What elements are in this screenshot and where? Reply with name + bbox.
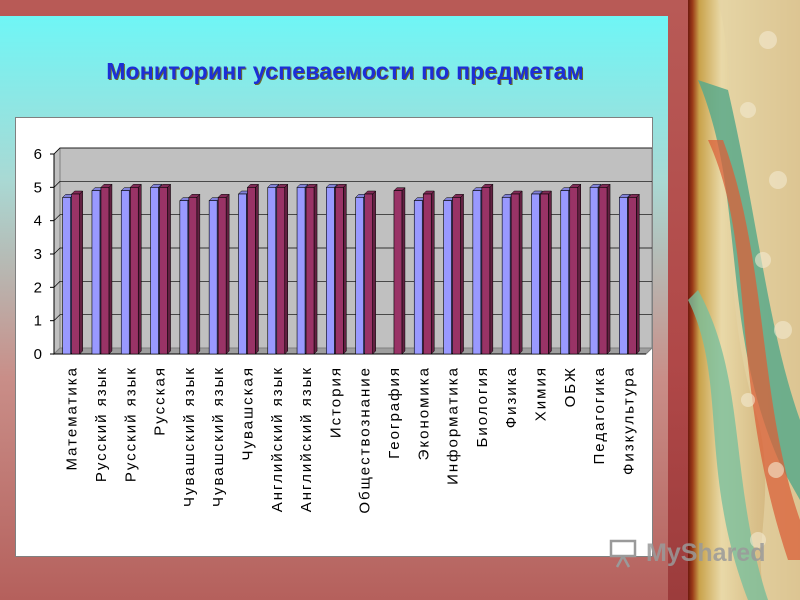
decorative-side-panel bbox=[688, 0, 800, 600]
bar-side bbox=[196, 193, 201, 355]
bar-series-2 bbox=[276, 187, 286, 355]
x-tick-label: Чувашский язык bbox=[181, 366, 198, 507]
bar-series-2 bbox=[569, 187, 579, 355]
bar-side bbox=[431, 190, 435, 355]
bar-side bbox=[606, 183, 611, 355]
bar-series-2 bbox=[481, 187, 491, 355]
x-tick-label: Русский язык bbox=[122, 366, 139, 482]
bar-series-2 bbox=[129, 187, 139, 355]
y-tick-label: 5 bbox=[34, 179, 42, 196]
x-tick-label: Экономика bbox=[415, 366, 432, 460]
bar-chart: 0 1 2 3 4 5 6 Математика Русский язык Русский язы… bbox=[34, 146, 654, 514]
bar-series-2 bbox=[393, 190, 403, 355]
watermark: MyShared bbox=[608, 538, 765, 568]
bar-side bbox=[460, 193, 464, 355]
x-tick-label: Обществознание bbox=[357, 366, 374, 514]
bar-series-2 bbox=[247, 187, 256, 355]
x-tick-label: Информатика bbox=[445, 366, 462, 485]
bar-series-2 bbox=[422, 193, 432, 355]
y-tick-label: 2 bbox=[34, 279, 42, 296]
bar-series-1 bbox=[179, 200, 189, 355]
bar-series-1 bbox=[326, 187, 335, 355]
gridline bbox=[53, 147, 652, 155]
x-tick-label: Чувашская bbox=[239, 366, 256, 461]
x-tick-label: Биология bbox=[474, 366, 491, 447]
bar-series-1 bbox=[589, 187, 599, 355]
bar-series-1 bbox=[238, 193, 247, 355]
y-tick-label: 6 bbox=[34, 146, 42, 163]
x-tick-label: Чувашский язык bbox=[210, 366, 227, 507]
bar-side bbox=[79, 190, 83, 355]
x-tick-label: Английский язык bbox=[298, 366, 315, 512]
bar-series-2 bbox=[188, 197, 198, 355]
bar-series-2 bbox=[628, 197, 637, 355]
bar-series-2 bbox=[217, 197, 227, 355]
y-tick-label: 3 bbox=[34, 246, 42, 263]
watermark-text: MyShared bbox=[646, 538, 766, 567]
x-tick-label: Химия bbox=[532, 366, 549, 421]
bar-side bbox=[284, 183, 288, 355]
bar-series-1 bbox=[413, 200, 423, 355]
bar-series-2 bbox=[71, 193, 80, 355]
bar-series-1 bbox=[619, 197, 628, 355]
gridline bbox=[53, 180, 652, 188]
bar-side bbox=[138, 183, 142, 355]
x-tick-label: Математика bbox=[64, 366, 81, 471]
bar-side bbox=[372, 190, 376, 355]
x-tick-label: ОБЖ bbox=[562, 366, 579, 407]
x-tick-label: География bbox=[386, 366, 403, 459]
bar-side bbox=[255, 183, 259, 355]
bar-series-2 bbox=[335, 187, 344, 355]
bar-series-1 bbox=[62, 197, 71, 355]
bar-series-2 bbox=[159, 187, 168, 355]
x-tick-label: Английский язык bbox=[269, 366, 286, 512]
y-tick-label: 1 bbox=[34, 313, 42, 330]
bar-side bbox=[548, 190, 552, 355]
bar-series-1 bbox=[501, 197, 511, 355]
bar-series-2 bbox=[364, 193, 373, 355]
bar-side bbox=[401, 187, 406, 355]
x-tick-label: Русская bbox=[152, 366, 169, 436]
x-tick-label: История bbox=[327, 366, 344, 438]
bar-side bbox=[167, 183, 171, 355]
bar-side bbox=[518, 190, 523, 355]
bar-side bbox=[343, 183, 347, 355]
bar-side bbox=[489, 183, 494, 355]
bar-series-1 bbox=[355, 197, 364, 355]
bar-series-2 bbox=[305, 187, 315, 355]
chart-container: 0 1 2 3 4 5 6 Математика Русский язык Русский язы… bbox=[15, 117, 654, 557]
bar-series-1 bbox=[267, 187, 277, 355]
bar-side bbox=[225, 193, 230, 355]
page-title: Мониторинг успеваемости по предметам bbox=[106, 58, 584, 84]
bar-series-1 bbox=[120, 190, 130, 355]
bar-side bbox=[313, 183, 318, 355]
bar-series-1 bbox=[296, 187, 306, 355]
bar-series-2 bbox=[598, 187, 608, 355]
y-tick-label: 0 bbox=[34, 346, 42, 363]
bar-side bbox=[577, 183, 581, 355]
x-tick-label: Физика bbox=[503, 366, 520, 428]
bar-side bbox=[636, 193, 640, 355]
y-tick-label: 4 bbox=[34, 213, 42, 230]
bar-series-1 bbox=[531, 193, 540, 355]
bar-series-2 bbox=[510, 193, 520, 355]
x-tick-label: Русский язык bbox=[93, 366, 110, 482]
bar-side bbox=[108, 183, 113, 355]
bar-series-2 bbox=[100, 187, 110, 355]
presentation-board-icon bbox=[609, 539, 637, 568]
bar-series-1 bbox=[91, 190, 101, 355]
bar-series-1 bbox=[560, 190, 570, 355]
bar-series-2 bbox=[452, 197, 461, 355]
x-tick-label: Педагогика bbox=[591, 366, 608, 464]
x-tick-label: Физкультура bbox=[620, 366, 637, 475]
bar-series-1 bbox=[472, 190, 482, 355]
bar-series-1 bbox=[208, 200, 218, 355]
bar-series-1 bbox=[443, 200, 452, 355]
bar-series-1 bbox=[150, 187, 159, 355]
bar-series-2 bbox=[540, 193, 549, 355]
decorative-pattern bbox=[688, 0, 800, 600]
